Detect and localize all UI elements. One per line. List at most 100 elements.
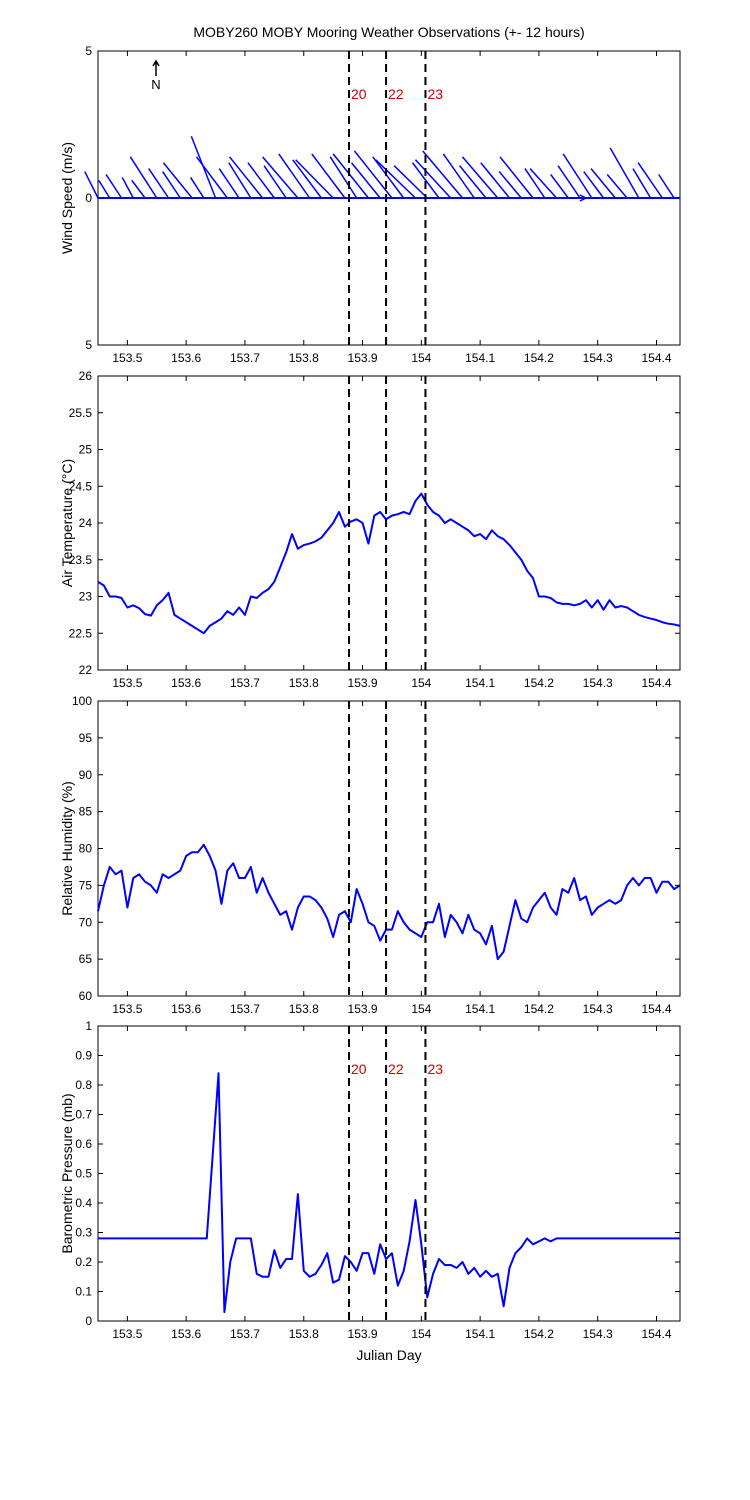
wind-vector (411, 162, 440, 199)
wind-xtick-label: 154.4 (641, 351, 671, 365)
wind-vector (375, 159, 416, 199)
wind-vector (609, 147, 640, 199)
humidity-xtick-label: 154.1 (465, 1002, 495, 1016)
humidity-y-axis-label: Relative Humidity (%) (59, 781, 75, 916)
wind-vector (247, 162, 275, 199)
humidity-ytick-label: 100 (72, 694, 92, 708)
airtemp-ytick-label: 22.5 (69, 626, 93, 640)
wind-vector (442, 153, 475, 199)
humidity-ytick-label: 65 (79, 952, 93, 966)
humidity-panel: 153.5 153.6 153.7 153.8 153.9 154 154.1 154.2 15… (59, 694, 681, 1016)
wind-vector (292, 159, 322, 199)
wind-vector (480, 162, 511, 199)
wind-vector (606, 173, 628, 199)
wind-vector (458, 165, 487, 199)
pressure-ytick-label: 0.9 (75, 1049, 92, 1063)
pressure-ytick-label: 1 (85, 1019, 92, 1033)
humidity-ytick-label: 70 (79, 915, 93, 929)
wind-vector (562, 153, 593, 199)
humidity-xtick-label: 154.2 (524, 1002, 554, 1016)
wind-vector (278, 153, 311, 199)
pressure-ytick-label: 0.3 (75, 1226, 92, 1240)
humidity-ytick-label: 90 (79, 768, 93, 782)
wind-vector (372, 156, 405, 199)
pressure-xtick-label: 153.9 (348, 1327, 378, 1341)
airtemp-xtick-label: 153.6 (171, 676, 201, 690)
wind-event-label: 20 (351, 86, 367, 102)
airtemp-series-line (97, 492, 681, 635)
wind-vector (393, 165, 428, 199)
humidity-xtick-label: 153.8 (289, 1002, 319, 1016)
pressure-event-label: 22 (388, 1061, 404, 1077)
wind-vector (583, 171, 605, 199)
wind-vector (295, 159, 334, 199)
wind-vector (98, 179, 111, 199)
pressure-ytick-label: 0.8 (75, 1078, 92, 1092)
humidity-xtick-label: 153.5 (112, 1002, 142, 1016)
airtemp-ytick-label: 23.5 (69, 553, 93, 567)
humidity-ytick-label: 95 (79, 731, 93, 745)
airtemp-ytick-label: 25.5 (69, 406, 93, 420)
airtemp-xtick-label: 153.9 (348, 676, 378, 690)
wind-vector (162, 162, 193, 199)
airtemp-ytick-label: 22 (79, 663, 93, 677)
airtemp-xtick-label: 154.3 (583, 676, 613, 690)
wind-vector (350, 162, 381, 199)
pressure-xtick-label: 154.4 (641, 1327, 671, 1341)
wind-xtick-label: 153.5 (112, 351, 142, 365)
wind-vector (218, 168, 240, 199)
airtemp-y-axis-label: Air Temperature (°C) (59, 459, 75, 587)
wind-vector (499, 156, 534, 199)
wind-vector-arrowhead (579, 194, 588, 202)
humidity-ytick-label: 85 (79, 805, 93, 819)
wind-vector (121, 177, 134, 199)
airtemp-xtick-label: 154 (411, 676, 431, 690)
wind-ytick-label: 0 (85, 191, 92, 205)
wind-xtick-label: 153.8 (289, 351, 319, 365)
pressure-ytick-label: 0.7 (75, 1108, 92, 1122)
wind-vector (550, 174, 569, 199)
wind-vector (189, 177, 205, 199)
wind-vector (590, 168, 616, 199)
airtemp-panel: 153.5 153.6 153.7 153.8 153.9 154 154.1 154.2 15… (59, 369, 681, 690)
wind-panel: 153.5 153.6 153.7 153.8 153.9 154 154.1 154.2 15… (59, 44, 681, 365)
humidity-plot-frame (97, 700, 681, 997)
pressure-ytick-label: 0.2 (75, 1255, 92, 1269)
pressure-ytick-label: 0.6 (75, 1137, 92, 1151)
pressure-xtick-label: 154.1 (465, 1327, 495, 1341)
pressure-event-label: 20 (351, 1061, 367, 1077)
wind-vector (129, 156, 158, 199)
wind-ytick-label: 5 (85, 338, 92, 352)
pressure-ytick-label: 0 (85, 1314, 92, 1328)
pressure-ytick-label: 0.1 (75, 1285, 92, 1299)
airtemp-xtick-label: 154.1 (465, 676, 495, 690)
airtemp-xtick-label: 153.8 (289, 676, 319, 690)
pressure-panel: 153.5 153.6 153.7 153.8 153.9 154 154.1 154.2 15… (59, 1019, 681, 1341)
humidity-xtick-label: 153.9 (348, 1002, 378, 1016)
wind-vector (228, 156, 264, 199)
wind-vector (632, 168, 652, 199)
humidity-series-line (97, 843, 681, 961)
wind-vector (162, 171, 181, 199)
wind-y-axis-label: Wind Speed (m/s) (59, 142, 75, 254)
wind-vector (228, 162, 252, 199)
wind-vector (329, 156, 358, 199)
airtemp-ytick-label: 24 (79, 516, 93, 530)
wind-vector (84, 171, 99, 199)
wind-xtick-label: 153.9 (348, 351, 378, 365)
wind-vector (262, 156, 299, 199)
wind-xtick-label: 154.1 (465, 351, 495, 365)
wind-xtick-label: 154 (411, 351, 431, 365)
wind-vector (332, 153, 370, 199)
pressure-event-label: 23 (427, 1061, 443, 1077)
north-label: N (151, 77, 160, 92)
humidity-xtick-label: 153.6 (171, 1002, 201, 1016)
airtemp-ytick-label: 26 (79, 369, 93, 383)
airtemp-ytick-label: 25 (79, 443, 93, 457)
wind-xtick-label: 154.3 (583, 351, 613, 365)
wind-vector (498, 171, 522, 199)
wind-vector (637, 162, 663, 199)
wind-vector (557, 165, 581, 199)
pressure-y-axis-label: Barometric Pressure (mb) (59, 1093, 75, 1253)
